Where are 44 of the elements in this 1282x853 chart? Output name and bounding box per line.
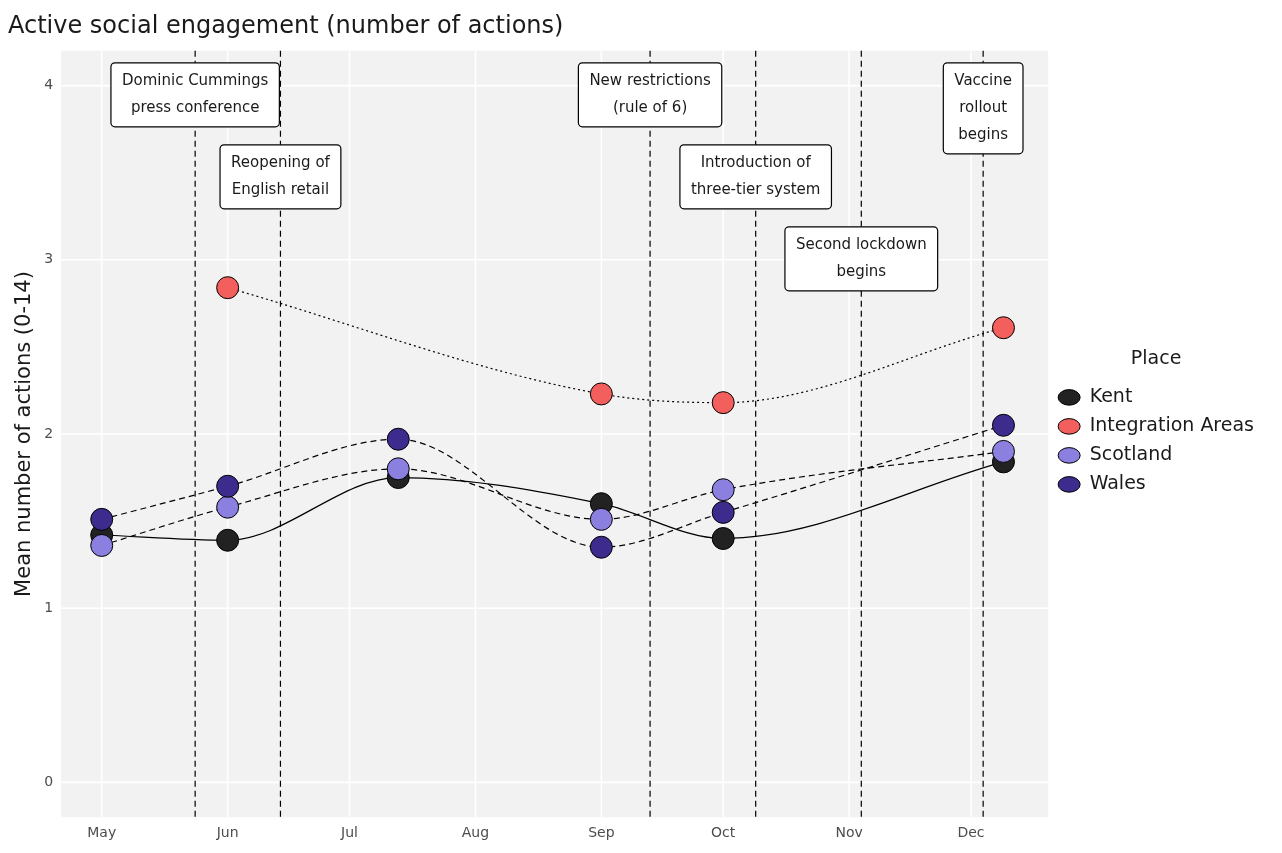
legend-label: Wales <box>1089 471 1146 494</box>
ref-line-label: Reopening of English retail <box>231 153 331 199</box>
y-axis-title: Mean number of actions (0-14) <box>11 271 36 597</box>
point <box>216 276 240 300</box>
legend-label: Scotland <box>1089 442 1173 465</box>
point <box>386 457 410 481</box>
point <box>589 382 613 406</box>
point <box>711 391 735 415</box>
point <box>589 535 613 559</box>
legend-label: Integration Areas <box>1089 413 1254 436</box>
ref-line-label: Dominic Cummings press conference <box>121 71 269 117</box>
point <box>991 413 1015 437</box>
x-tick-label: Jul <box>340 824 358 841</box>
y-tick-label: 2 <box>44 424 54 441</box>
ref-line-label: Introduction of three-tier system <box>690 153 821 199</box>
x-tick-label: Dec <box>957 824 985 841</box>
point <box>711 478 735 502</box>
y-tick-label: 1 <box>44 598 54 615</box>
chart-title: Active social engagement (number of actions) <box>8 10 564 39</box>
x-tick-label: Jun <box>215 824 239 841</box>
x-tick-label: Oct <box>711 824 736 841</box>
point <box>216 474 240 498</box>
point <box>711 500 735 524</box>
point <box>991 316 1015 340</box>
x-tick-label: May <box>87 824 117 841</box>
y-tick-label: 4 <box>44 76 54 93</box>
legend-title: Place <box>1130 345 1182 368</box>
point <box>216 528 240 552</box>
point <box>90 507 114 531</box>
point <box>386 427 410 451</box>
ref-line-label: Vaccine rollout begins <box>954 71 1012 144</box>
x-tick-label: Nov <box>835 824 863 841</box>
point <box>589 507 613 531</box>
y-tick-label: 3 <box>44 250 54 267</box>
point <box>991 439 1015 463</box>
x-tick-label: Aug <box>461 824 490 841</box>
x-tick-label: Sep <box>588 824 615 841</box>
ref-line-label: New restrictions (rule of 6) <box>589 71 711 117</box>
point <box>216 495 240 519</box>
point <box>90 533 114 557</box>
point <box>711 527 735 551</box>
y-tick-label: 0 <box>44 773 54 789</box>
ref-line-label: Second lockdown begins <box>795 235 927 281</box>
legend-label: Kent <box>1089 384 1133 407</box>
